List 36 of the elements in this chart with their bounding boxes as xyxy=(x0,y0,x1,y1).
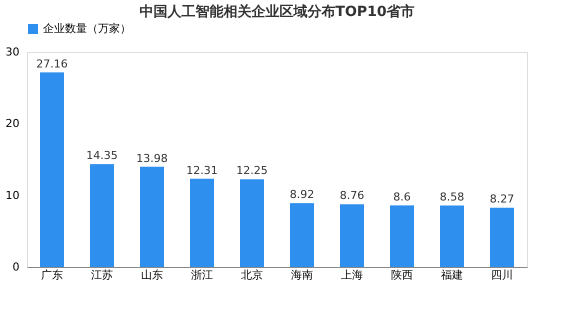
data-label: 8.27 xyxy=(490,192,514,206)
x-tick-label: 福建 xyxy=(441,268,463,282)
bar xyxy=(440,206,464,267)
x-tick-label: 广东 xyxy=(41,268,63,282)
bar xyxy=(40,72,64,267)
y-tick-label: 30 xyxy=(6,46,20,58)
bar xyxy=(390,205,414,267)
y-tick-label: 0 xyxy=(12,260,20,274)
x-tick-label: 浙江 xyxy=(191,268,213,282)
bar xyxy=(190,178,214,267)
bar xyxy=(340,204,364,267)
y-tick-label: 10 xyxy=(6,188,20,202)
data-label: 8.76 xyxy=(340,189,364,202)
bar xyxy=(240,179,264,267)
data-label: 13.98 xyxy=(136,152,168,165)
data-label: 8.92 xyxy=(290,188,314,202)
data-label: 8.58 xyxy=(440,190,464,204)
x-tick-label: 江苏 xyxy=(91,268,113,282)
x-tick-label: 上海 xyxy=(341,268,363,282)
data-label: 12.31 xyxy=(186,164,218,177)
x-tick-label: 陕西 xyxy=(391,268,413,282)
chart-title: 中国人工智能相关企业区域分布TOP10省市 xyxy=(139,3,415,20)
data-label: 8.6 xyxy=(393,190,411,204)
y-tick-label: 20 xyxy=(6,117,20,130)
x-tick-label: 山东 xyxy=(141,268,163,282)
data-label: 14.35 xyxy=(86,149,118,162)
legend-label: 企业数量（万家） xyxy=(43,22,131,35)
x-tick-label: 海南 xyxy=(291,268,313,282)
data-label: 12.25 xyxy=(236,164,268,178)
bar xyxy=(490,208,514,267)
bar xyxy=(90,164,114,267)
bar xyxy=(290,203,314,267)
bar xyxy=(140,166,164,267)
data-label: 27.16 xyxy=(36,57,68,70)
x-tick-label: 北京 xyxy=(241,268,263,282)
x-tick-label: 四川 xyxy=(491,268,513,282)
